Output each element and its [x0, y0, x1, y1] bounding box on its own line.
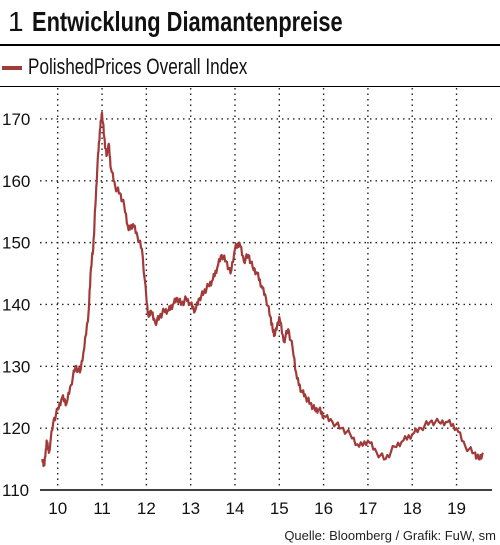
x-axis-labels: 10 11 12 13 14 15 16 17 18 19 — [48, 499, 466, 518]
x-tick-label: 17 — [358, 499, 377, 518]
y-tick-label: 130 — [2, 357, 30, 376]
y-tick-label: 150 — [2, 234, 30, 253]
y-tick-label: 120 — [2, 419, 30, 438]
chart-number: 1 — [8, 6, 24, 37]
source-note: Quelle: Bloomberg / Grafik: FuW, sm — [284, 528, 496, 543]
x-tick-label: 14 — [226, 499, 245, 518]
chart-header: 1 Entwicklung Diamantenpreise — [4, 4, 496, 44]
x-tick-label: 11 — [93, 499, 111, 518]
legend: PolishedPrices Overall Index — [0, 52, 500, 82]
line-chart: 110 120 130 140 150 160 170 10 11 12 13 14 15 16 17 18… — [2, 88, 492, 518]
x-tick-label: 15 — [270, 499, 289, 518]
y-axis-labels: 110 120 130 140 150 160 170 — [2, 110, 30, 500]
y-tick-label: 110 — [2, 481, 29, 500]
x-tick-label: 18 — [403, 499, 422, 518]
title-rule — [0, 44, 500, 46]
y-tick-label: 160 — [2, 172, 30, 191]
legend-swatch — [2, 66, 22, 70]
legend-label: PolishedPrices Overall Index — [28, 54, 248, 79]
y-tick-label: 140 — [2, 295, 30, 314]
x-tick-label: 16 — [314, 499, 333, 518]
x-tick-label: 10 — [48, 499, 67, 518]
chart-title: Entwicklung Diamantenpreise — [32, 6, 343, 37]
legend-rule — [0, 86, 500, 87]
x-tick-label: 19 — [447, 499, 466, 518]
x-tick-label: 12 — [137, 499, 156, 518]
y-tick-label: 170 — [2, 110, 30, 129]
x-tick-label: 13 — [181, 499, 200, 518]
series-line — [41, 111, 485, 468]
